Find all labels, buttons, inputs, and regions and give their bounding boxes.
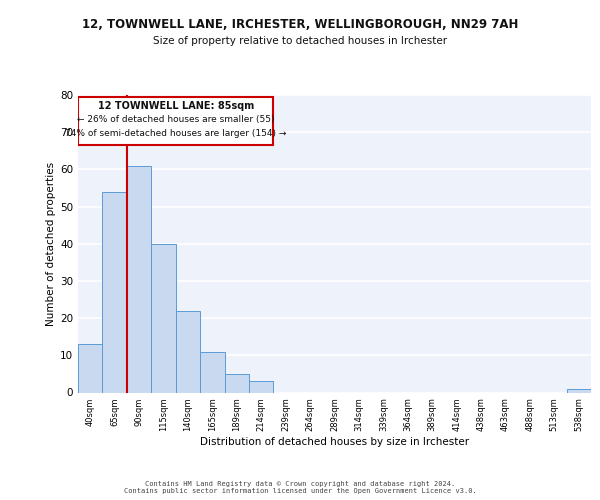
- Bar: [78, 344, 103, 393]
- Bar: [176, 310, 200, 392]
- Bar: [103, 192, 127, 392]
- Text: 12 TOWNWELL LANE: 85sqm: 12 TOWNWELL LANE: 85sqm: [98, 101, 254, 111]
- Text: 12, TOWNWELL LANE, IRCHESTER, WELLINGBOROUGH, NN29 7AH: 12, TOWNWELL LANE, IRCHESTER, WELLINGBOR…: [82, 18, 518, 30]
- Text: Size of property relative to detached houses in Irchester: Size of property relative to detached ho…: [153, 36, 447, 46]
- Bar: [566, 389, 591, 392]
- Text: 74% of semi-detached houses are larger (154) →: 74% of semi-detached houses are larger (…: [65, 129, 287, 138]
- X-axis label: Distribution of detached houses by size in Irchester: Distribution of detached houses by size …: [200, 437, 469, 447]
- Text: ← 26% of detached houses are smaller (55): ← 26% of detached houses are smaller (55…: [77, 116, 275, 124]
- Y-axis label: Number of detached properties: Number of detached properties: [46, 162, 56, 326]
- Text: Contains HM Land Registry data © Crown copyright and database right 2024.
Contai: Contains HM Land Registry data © Crown c…: [124, 481, 476, 494]
- Bar: [200, 352, 224, 393]
- Bar: [224, 374, 249, 392]
- Bar: [151, 244, 176, 392]
- Bar: [249, 382, 274, 392]
- Bar: [127, 166, 151, 392]
- FancyBboxPatch shape: [79, 97, 274, 145]
